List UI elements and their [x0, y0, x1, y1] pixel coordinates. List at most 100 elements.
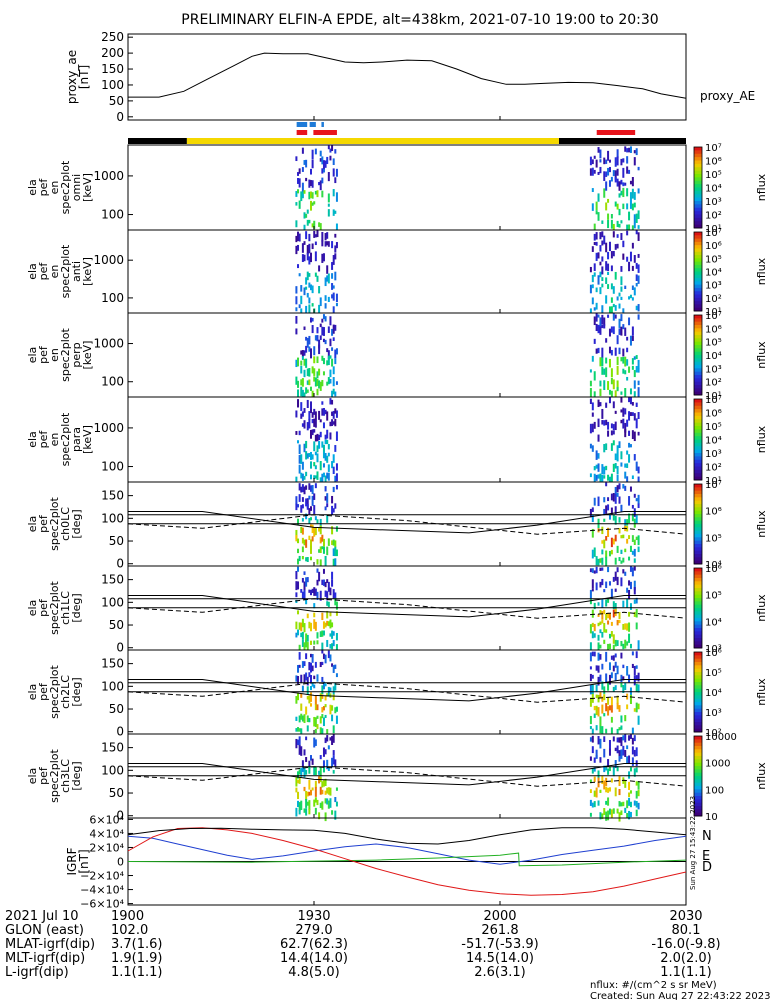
spectrogram-cell — [314, 241, 317, 246]
spectrogram-cell — [309, 168, 312, 175]
spectrogram-cell — [629, 566, 632, 572]
colorbar-cell — [694, 652, 702, 656]
spectrogram-cell — [589, 642, 592, 651]
spectrogram-cell — [314, 621, 317, 631]
spectrogram-cell — [305, 598, 308, 605]
spectrogram-cell — [635, 230, 638, 235]
spectrogram-cell — [612, 430, 615, 435]
spectrogram-cell — [308, 233, 311, 242]
spectrogram-cell — [316, 799, 319, 806]
spectrogram-cell — [326, 610, 329, 619]
colorbar-tick-label: 10¹ — [705, 224, 722, 235]
spectrogram-cell — [620, 715, 623, 723]
spectrogram-cell — [305, 539, 308, 548]
spectrogram-cell — [295, 191, 298, 197]
spectrogram-cell — [332, 694, 335, 701]
spectrogram-cell — [599, 380, 602, 387]
spectrogram-cell — [605, 505, 608, 514]
spectrogram-cell — [612, 634, 615, 644]
proxy-ae-line — [128, 52, 687, 99]
spectrogram-cell — [301, 537, 304, 544]
spectrogram-cell — [298, 233, 301, 242]
spectrogram-cell — [612, 170, 615, 177]
spectrogram-cell — [599, 357, 602, 367]
spectrogram-cell — [322, 630, 325, 636]
spectrogram-cell — [334, 664, 337, 669]
spectrogram-cell — [631, 326, 634, 336]
spectrogram-cell — [618, 727, 621, 731]
colorbar-tick-label: 10⁴ — [705, 560, 722, 571]
spectrogram-cell — [633, 454, 636, 461]
y-axis-label-word: para — [70, 427, 83, 452]
spectrogram-cell — [297, 518, 300, 526]
spectrogram-cell — [603, 444, 606, 453]
spectrogram-cell — [303, 581, 306, 591]
spectrogram-cell — [635, 402, 638, 407]
colorbar-cell — [694, 180, 702, 185]
spectrogram-cell — [626, 756, 629, 764]
panel-bg — [128, 397, 686, 482]
spectrogram-cell — [319, 461, 322, 471]
spectrogram-cell — [624, 734, 627, 743]
y-axis-label-word: spec2plot — [59, 160, 72, 214]
spectrogram-cell — [308, 368, 311, 377]
spectrogram-cell — [306, 725, 309, 732]
spectrogram-cell — [295, 359, 298, 368]
spectrogram-cell — [322, 168, 325, 173]
spectrogram-cell — [605, 651, 608, 662]
spectrogram-cell — [334, 391, 337, 397]
spectrogram-cell — [603, 780, 606, 790]
spectrogram-cell — [331, 643, 334, 650]
spectrogram-cell — [329, 798, 332, 808]
spectrogram-cell — [311, 390, 314, 398]
colorbar-cell — [694, 718, 702, 723]
colorbar-tick-label: 10⁷ — [705, 143, 722, 154]
y-axis-label-word: en — [48, 265, 61, 279]
footer-value: 1.9(1.9) — [111, 951, 163, 966]
spectrogram-cell — [329, 587, 332, 596]
spectrogram-cell — [297, 189, 300, 194]
spectrogram-cell — [300, 622, 303, 632]
colorbar-cell — [694, 381, 702, 386]
spectrogram-cell — [633, 192, 636, 200]
y-axis-label-word: [deg] — [70, 761, 83, 790]
spectrogram-cell — [612, 231, 615, 238]
spectrogram-cell — [311, 412, 314, 418]
spectrogram-cell — [626, 693, 629, 700]
spectrogram-cell — [334, 546, 337, 557]
spectrogram-cell — [626, 587, 629, 593]
spectrogram-cell — [616, 485, 619, 493]
spectrogram-cell — [319, 755, 322, 760]
spectrogram-cell — [331, 810, 334, 815]
spectrogram-cell — [622, 418, 625, 429]
spectrogram-cell — [610, 283, 613, 290]
spectrogram-cell — [626, 463, 629, 468]
spectrogram-cell — [308, 495, 311, 500]
blue-marker — [309, 122, 316, 127]
spectrogram-cell — [622, 664, 625, 669]
spectrogram-cell — [612, 379, 615, 390]
colorbar-cell — [694, 702, 702, 706]
spectrogram-cell — [629, 146, 632, 153]
spectrogram-cell — [589, 168, 592, 176]
spectrogram-cell — [595, 302, 598, 310]
y-tick-label: 1000 — [93, 337, 124, 351]
spectrogram-cell — [295, 296, 298, 305]
spectrogram-cell — [298, 494, 301, 502]
spectrogram-cell — [599, 473, 602, 483]
panels: 250200150100500proxy_AEproxy_ae[nT]10001… — [26, 30, 768, 910]
spectrogram-cell — [298, 664, 301, 668]
spectrogram-cell — [593, 155, 596, 159]
spectrogram-cell — [321, 534, 324, 542]
spectrogram-cell — [614, 787, 617, 797]
spectrogram-cell — [313, 716, 316, 727]
spectrogram-cell — [605, 202, 608, 211]
y-tick-label: 250 — [101, 30, 124, 44]
spectrogram-cell — [610, 588, 613, 599]
spectrogram-cell — [629, 335, 632, 346]
spectrogram-cell — [624, 182, 627, 186]
colorbar-cell — [694, 184, 702, 188]
spectrogram-cell — [318, 440, 321, 449]
spectrogram-cell — [635, 675, 638, 681]
spectrogram-cell — [301, 389, 304, 397]
